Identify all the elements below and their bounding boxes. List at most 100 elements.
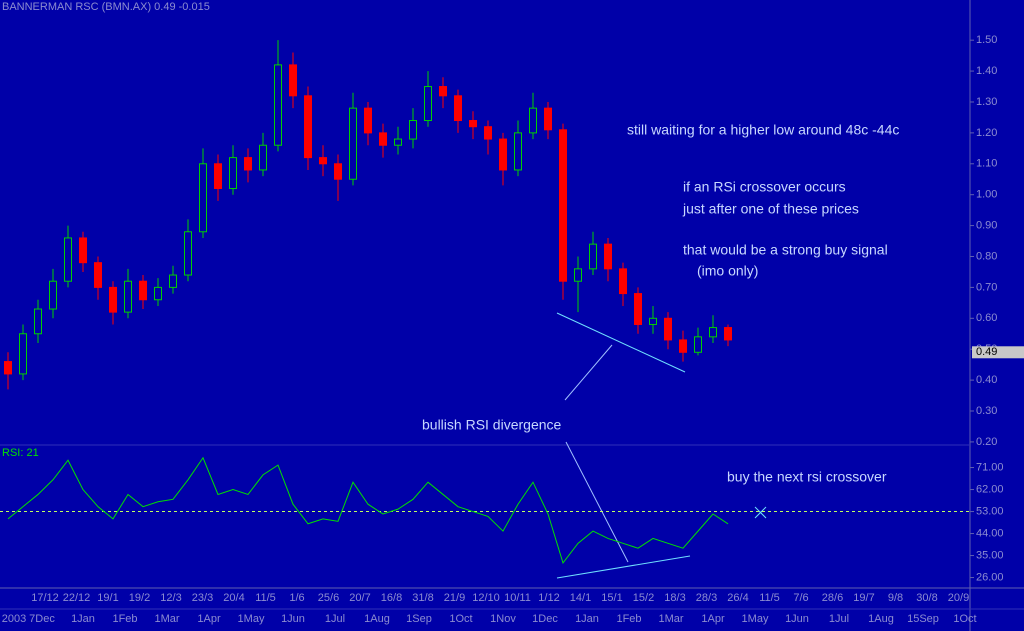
y-tick-label: 1.00 [976,189,997,201]
x-tick-label: 1Feb [616,613,641,625]
x-tick-label: 23/3 [192,592,213,604]
last-price: 0.49 [976,346,997,358]
candle-body [424,86,432,122]
annotation: that would be a strong buy signal [683,242,888,258]
x-tick-label: 1Aug [868,613,894,625]
candle-body [49,280,57,310]
y-tick-label: 0.90 [976,219,997,231]
x-tick-label: 1/6 [289,592,304,604]
pointer-line [564,344,613,401]
candle-body [289,64,297,97]
x-tick-label: 1Dec [532,613,558,625]
y-tick-label: 0.60 [976,312,997,324]
y-tick-label: 44.00 [976,527,1004,539]
x-tick-label: 1Mar [658,613,683,625]
x-tick-label: 20/9 [948,592,969,604]
y-tick-label: 1.40 [976,65,997,77]
x-tick-label: 31/8 [412,592,433,604]
x-tick-label: 1Jun [785,613,809,625]
x-tick-label: 20/4 [223,592,244,604]
candle-body [694,336,702,353]
candle-body [304,95,312,159]
candle-body [169,274,177,288]
annotation: if an RSi crossover occurs [683,179,846,195]
x-tick-label: 30/8 [916,592,937,604]
candle-body [124,280,132,313]
x-tick-label: 1/12 [538,592,559,604]
candle-body [679,339,687,353]
annotation: still waiting for a higher low around 48… [627,122,899,138]
x-tick-label: 11/5 [255,592,276,604]
x-tick-label: 7Dec [29,613,55,625]
trend-line [556,312,686,373]
candle-body [79,237,87,264]
x-tick-label: 1Apr [701,613,725,625]
candle-body [94,262,102,288]
candle-body [214,163,222,190]
candle-body [649,317,657,325]
y-tick-label: 71.00 [976,461,1004,473]
x-tick-label: 1Oct [449,613,472,625]
candle-body [409,120,417,140]
trend-line [556,555,691,579]
x-tick-label: 1Jul [829,613,849,625]
rsi-line [7,456,729,564]
x-tick-label: 1Oct [953,613,976,625]
y-tick-label: 62.00 [976,483,1004,495]
x-tick-label: 19/2 [129,592,150,604]
y-tick-label: 26.00 [976,571,1004,583]
candle-body [379,132,387,146]
candle-body [394,138,402,146]
x-tick-label: 12/3 [160,592,181,604]
candle-body [139,280,147,301]
candle-body [229,157,237,190]
candle-body [184,231,192,276]
y-tick-label: 0.80 [976,250,997,262]
annotation: buy the next rsi crossover [727,469,887,485]
x-tick-label: 21/9 [444,592,465,604]
candle-body [514,132,522,171]
candle-body [619,268,627,295]
x-tick-label: 1Mar [154,613,179,625]
x-tick-label: 1Apr [197,613,221,625]
candle-body [469,120,477,128]
y-tick-label: 1.20 [976,127,997,139]
candle-body [499,138,507,171]
candle-body [274,64,282,146]
y-tick-label: 0.40 [976,374,997,386]
candle-body [439,86,447,97]
candle-body [64,237,72,282]
y-tick-label: 35.00 [976,549,1004,561]
candle-body [199,163,207,233]
x-tick-label: 9/8 [888,592,903,604]
x-tick-label: 22/12 [63,592,91,604]
y-tick-label: 53.00 [976,505,1004,517]
candle-body [604,243,612,270]
x-tick-label: 25/6 [318,592,339,604]
candle-body [529,107,537,134]
x-tick-label: 2003 [2,613,26,625]
header: BANNERMAN RSC (BMN.AX) 0.49 -0.015 [2,1,210,13]
x-tick-label: 28/6 [822,592,843,604]
candle-body [589,243,597,270]
candle-body [634,293,642,325]
x-tick-label: 15/2 [633,592,654,604]
last-price-box [972,346,1024,359]
x-tick-label: 19/1 [97,592,118,604]
candle-body [19,333,27,375]
x-tick-label: 17/12 [31,592,59,604]
y-tick-label: 1.30 [976,96,997,108]
x-tick-label: 1Sep [406,613,432,625]
cross-mark [754,506,767,519]
x-tick-label: 1Jan [575,613,599,625]
candle-body [724,327,732,341]
candle-body [259,144,267,171]
x-tick-label: 1May [742,613,769,625]
x-tick-label: 19/7 [853,592,874,604]
x-tick-label: 26/4 [727,592,748,604]
x-tick-label: 14/1 [570,592,591,604]
candle-body [364,107,372,134]
